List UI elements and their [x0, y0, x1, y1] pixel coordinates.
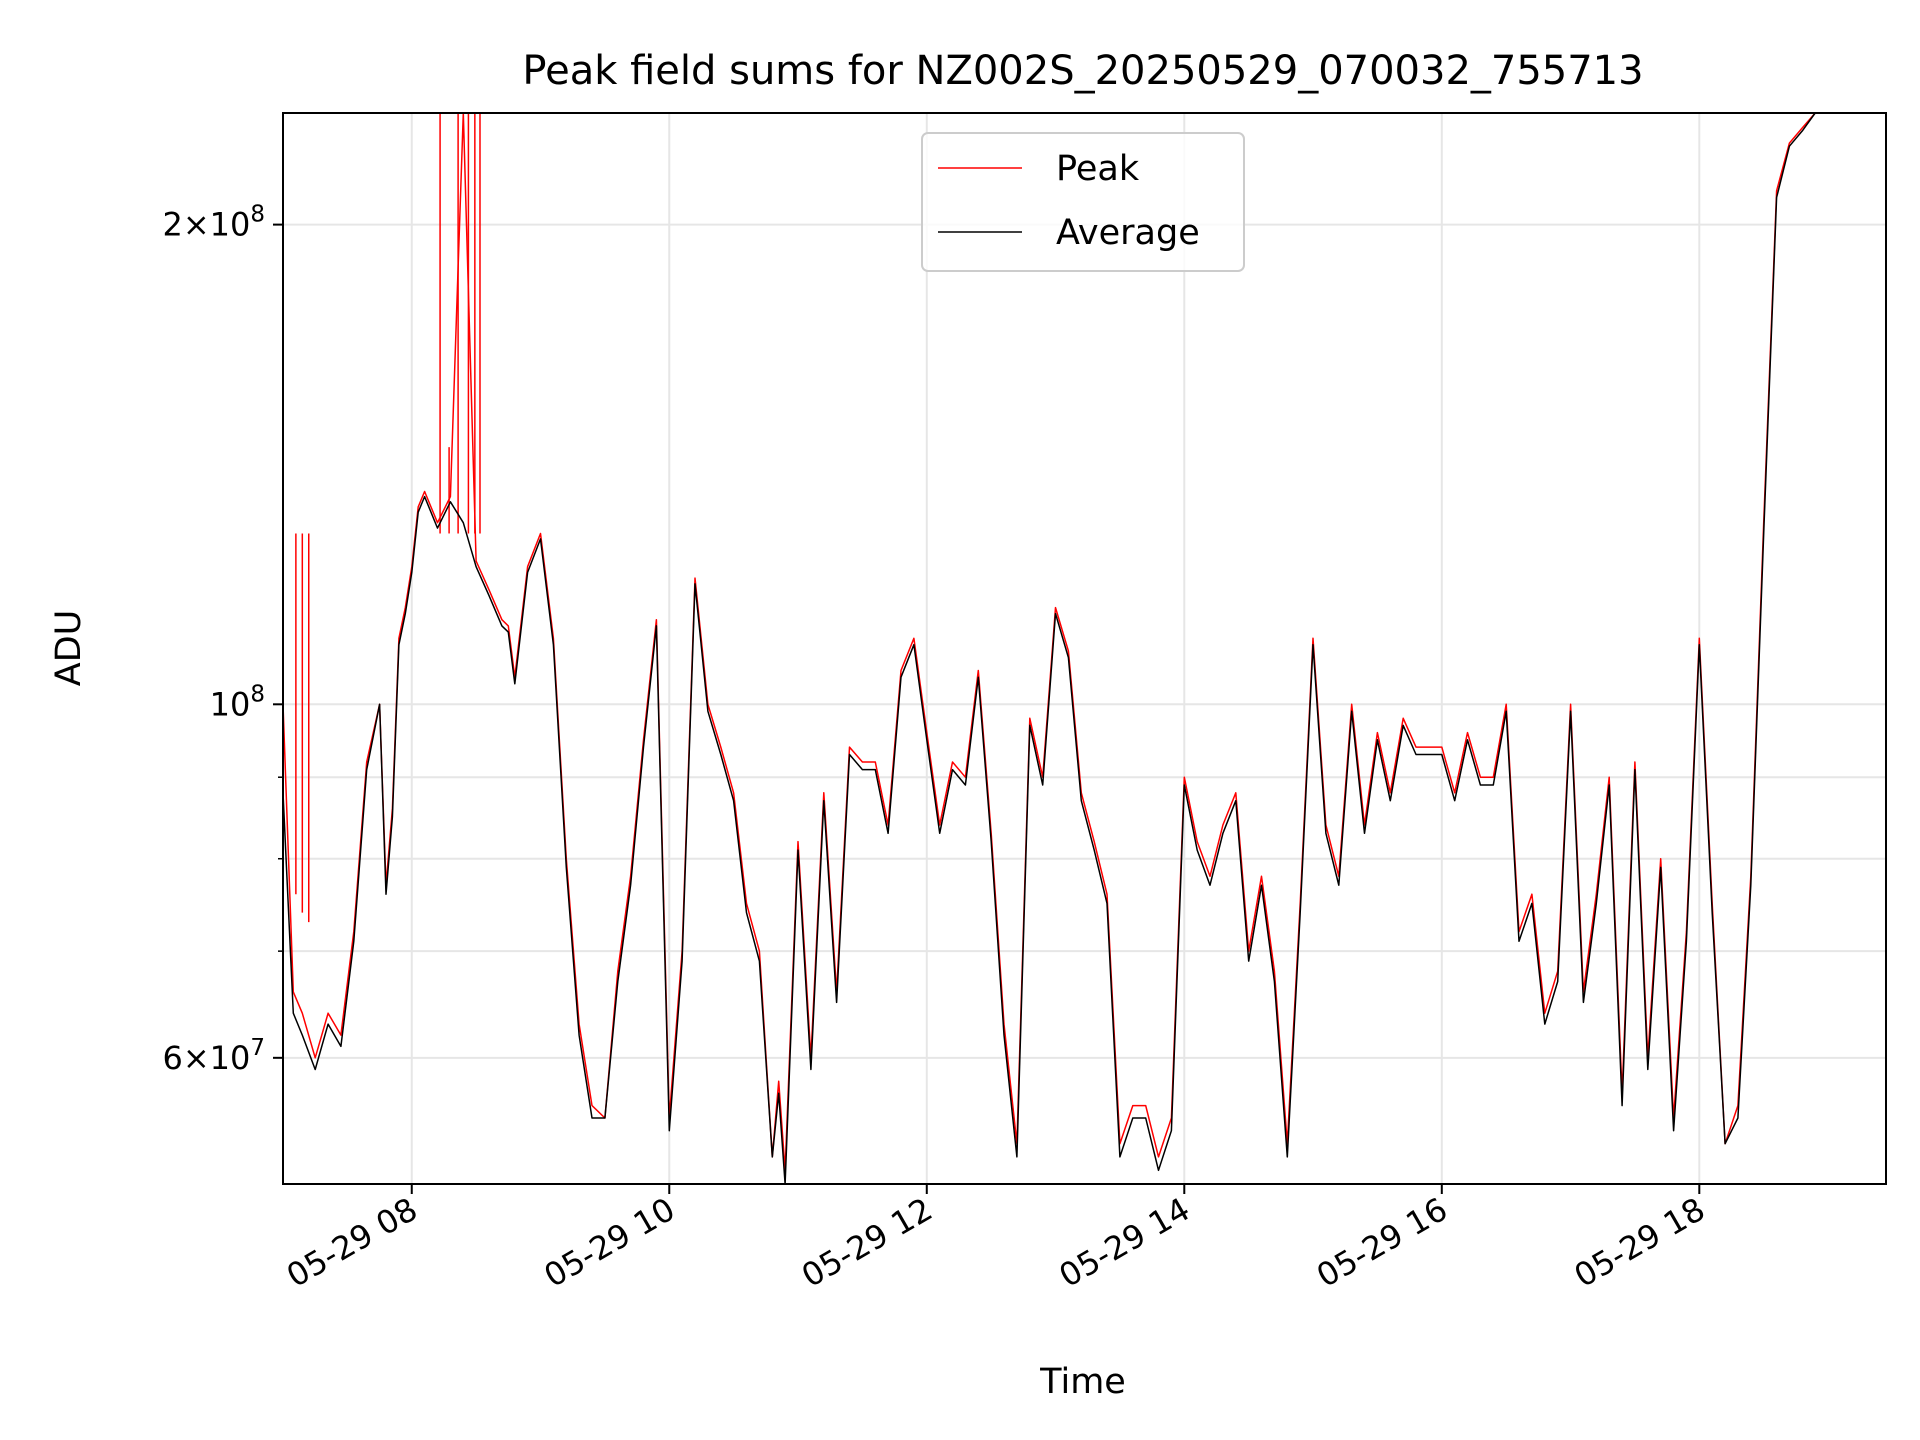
- y-tick-exponent: 8: [250, 681, 265, 707]
- y-tick-label: 6×107: [162, 1035, 265, 1077]
- y-tick-base: 2×10: [162, 206, 250, 244]
- y-tick-label: 108: [210, 681, 265, 723]
- x-axis-label: Time: [1039, 1362, 1126, 1402]
- y-tick-exponent: 7: [250, 1035, 265, 1061]
- y-tick-base: 10: [210, 685, 251, 723]
- legend-peak-label: Peak: [1056, 149, 1140, 189]
- chart-title: Peak field sums for NZ002S_20250529_0700…: [522, 48, 1643, 94]
- y-tick-base: 6×10: [162, 1039, 250, 1077]
- grid: [283, 113, 1886, 1184]
- y-tick-label: 2×108: [162, 202, 265, 244]
- y-axis-label: ADU: [49, 610, 89, 687]
- average-series-line: [282, 112, 1829, 1185]
- plot-frame: [282, 112, 1887, 1185]
- series-layer: [282, 112, 1829, 1185]
- legend: Peak Average: [921, 132, 1245, 272]
- y-tick-exponent: 8: [250, 202, 265, 228]
- legend-average-label: Average: [1056, 213, 1200, 253]
